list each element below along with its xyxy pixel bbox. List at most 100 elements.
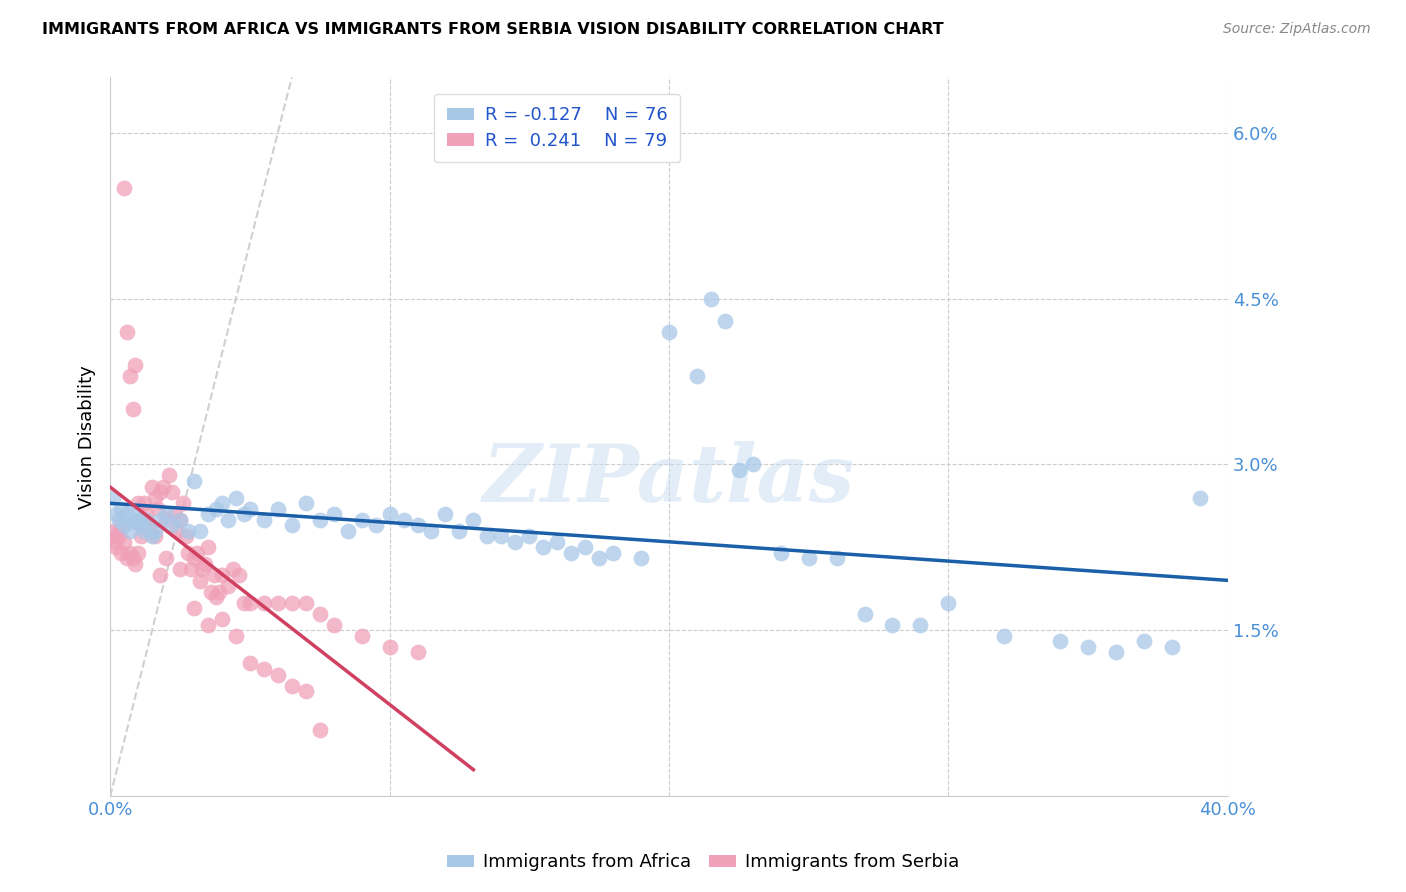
Point — [406, 518, 429, 533]
Point — [938, 596, 960, 610]
Point — [350, 513, 373, 527]
Point — [200, 584, 222, 599]
Point — [127, 513, 149, 527]
Point — [169, 562, 191, 576]
Point — [188, 574, 211, 588]
Point — [308, 723, 330, 737]
Point — [517, 529, 540, 543]
Point — [322, 617, 344, 632]
Point — [308, 607, 330, 621]
Point — [714, 314, 737, 328]
Point — [155, 551, 177, 566]
Point — [406, 645, 429, 659]
Text: ZIPatlas: ZIPatlas — [482, 442, 855, 518]
Point — [378, 640, 401, 654]
Point — [157, 468, 180, 483]
Point — [180, 562, 202, 576]
Point — [115, 551, 138, 566]
Point — [602, 546, 624, 560]
Point — [1161, 640, 1184, 654]
Point — [121, 402, 143, 417]
Point — [160, 485, 183, 500]
Point — [294, 684, 316, 698]
Point — [1077, 640, 1099, 654]
Point — [143, 491, 166, 505]
Point — [177, 524, 200, 538]
Point — [253, 662, 276, 676]
Point — [197, 541, 219, 555]
Point — [449, 524, 471, 538]
Point — [188, 524, 211, 538]
Point — [336, 524, 359, 538]
Point — [107, 513, 129, 527]
Point — [211, 496, 233, 510]
Point — [141, 479, 163, 493]
Point — [239, 501, 262, 516]
Point — [217, 513, 239, 527]
Point — [127, 496, 149, 510]
Point — [124, 358, 146, 372]
Point — [101, 534, 124, 549]
Point — [149, 568, 172, 582]
Point — [1049, 634, 1071, 648]
Point — [853, 607, 876, 621]
Point — [253, 596, 276, 610]
Point — [882, 617, 904, 632]
Point — [112, 534, 135, 549]
Point — [169, 513, 191, 527]
Legend: R = -0.127    N = 76, R =  0.241    N = 79: R = -0.127 N = 76, R = 0.241 N = 79 — [434, 94, 681, 162]
Point — [205, 590, 228, 604]
Point — [267, 596, 290, 610]
Point — [135, 513, 157, 527]
Y-axis label: Vision Disability: Vision Disability — [79, 365, 96, 508]
Point — [172, 496, 194, 510]
Point — [118, 546, 141, 560]
Point — [135, 507, 157, 521]
Point — [239, 657, 262, 671]
Point — [124, 515, 146, 529]
Point — [112, 518, 135, 533]
Point — [825, 551, 848, 566]
Point — [233, 596, 256, 610]
Point — [797, 551, 820, 566]
Point — [110, 518, 132, 533]
Point — [183, 551, 205, 566]
Point — [350, 629, 373, 643]
Point — [294, 496, 316, 510]
Point — [121, 507, 143, 521]
Point — [1188, 491, 1211, 505]
Point — [169, 513, 191, 527]
Text: IMMIGRANTS FROM AFRICA VS IMMIGRANTS FROM SERBIA VISION DISABILITY CORRELATION C: IMMIGRANTS FROM AFRICA VS IMMIGRANTS FRO… — [42, 22, 943, 37]
Point — [177, 546, 200, 560]
Point — [205, 501, 228, 516]
Point — [434, 507, 457, 521]
Point — [149, 485, 172, 500]
Point — [281, 596, 304, 610]
Point — [115, 507, 138, 521]
Point — [546, 534, 568, 549]
Point — [503, 534, 526, 549]
Point — [225, 629, 247, 643]
Point — [138, 518, 160, 533]
Point — [155, 513, 177, 527]
Point — [294, 596, 316, 610]
Point — [378, 507, 401, 521]
Point — [208, 584, 231, 599]
Point — [686, 369, 709, 384]
Point — [910, 617, 932, 632]
Point — [118, 369, 141, 384]
Point — [160, 518, 183, 533]
Point — [132, 496, 155, 510]
Point — [194, 557, 217, 571]
Point — [658, 325, 681, 339]
Point — [121, 551, 143, 566]
Point — [993, 629, 1015, 643]
Point — [560, 546, 582, 560]
Point — [197, 617, 219, 632]
Point — [322, 507, 344, 521]
Point — [110, 546, 132, 560]
Point — [228, 568, 250, 582]
Point — [217, 579, 239, 593]
Point — [149, 513, 172, 527]
Point — [183, 474, 205, 488]
